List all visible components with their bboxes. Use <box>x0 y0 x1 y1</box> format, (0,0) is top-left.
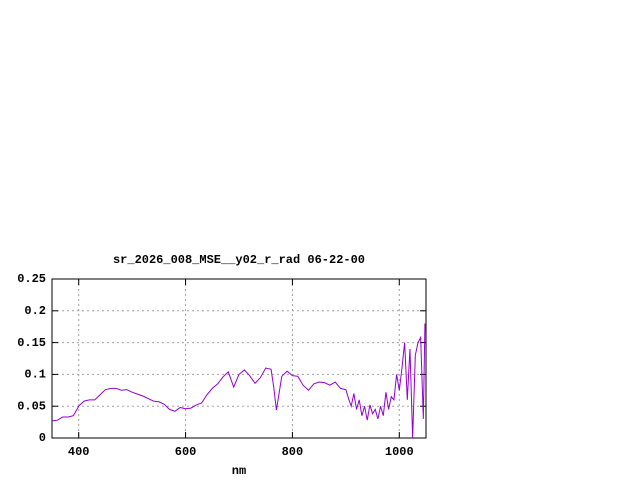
y-tick-label: 0 <box>39 431 46 445</box>
y-tick-label: 0.1 <box>24 368 46 382</box>
y-tick-label: 0.2 <box>24 304 46 318</box>
x-axis-label: nm <box>232 464 246 478</box>
x-tick-label: 400 <box>68 445 90 459</box>
plot-frame <box>51 278 427 439</box>
x-tick-label: 600 <box>175 445 197 459</box>
chart-title: sr_2026_008_MSE__y02_r_rad 06-22-00 <box>113 253 365 267</box>
data-line <box>51 323 426 439</box>
y-tick-label: 0.25 <box>17 272 46 286</box>
y-tick-label: 0.05 <box>17 399 46 413</box>
x-tick-label: 1000 <box>385 445 414 459</box>
y-tick-label: 0.15 <box>17 336 46 350</box>
x-tick-label: 800 <box>282 445 304 459</box>
